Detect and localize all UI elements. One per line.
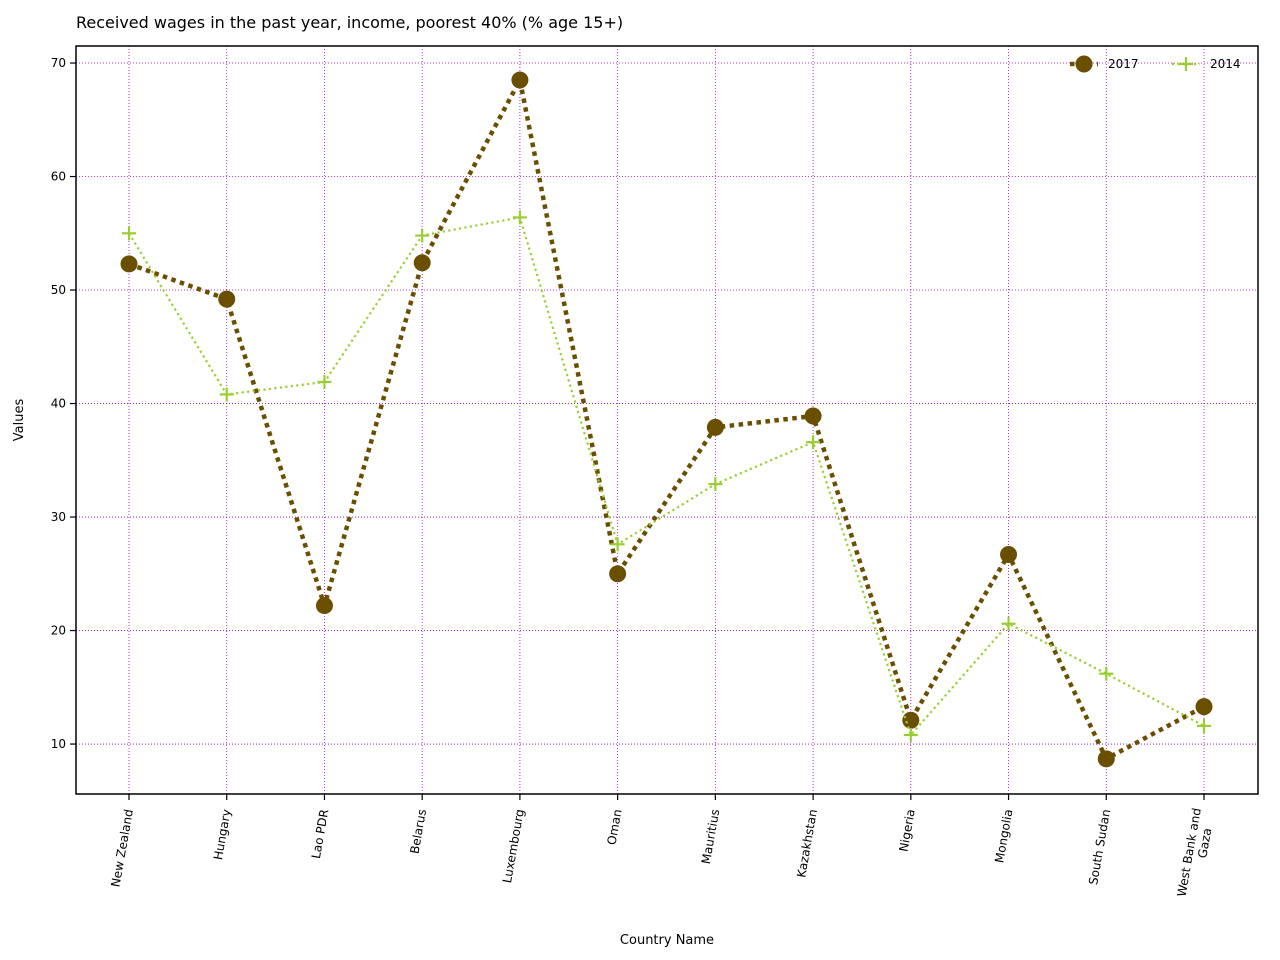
data-point-2014	[708, 477, 723, 492]
x-axis: New Zealand Hungary Lao PDR Belarus Luxembou…	[108, 794, 1217, 900]
x-tick-label: Mongolia	[992, 808, 1015, 864]
series-line-2014	[128, 216, 1205, 738]
y-axis-label: Values	[12, 399, 27, 442]
legend-marker-2017	[1075, 55, 1093, 73]
data-point-2014	[122, 226, 136, 241]
data-point-2017	[902, 711, 920, 729]
x-tick-label: Lao PDR	[309, 808, 331, 860]
x-tick-label: South Sudan	[1086, 808, 1113, 886]
y-tick-label: 40	[51, 397, 66, 411]
data-point-2017	[413, 254, 431, 272]
data-point-2017	[218, 290, 236, 308]
legend-marker-2014	[1179, 57, 1193, 71]
data-point-2014	[610, 537, 625, 552]
x-tick-label: New Zealand	[108, 808, 135, 888]
data-point-2017	[804, 407, 822, 425]
data-point-2017	[706, 418, 724, 436]
y-axis: 10 20 30 40 50 60 70	[51, 56, 76, 751]
data-point-2017	[120, 255, 138, 273]
legend-label-2017: 2017	[1108, 57, 1139, 71]
series-line-2017	[128, 73, 1206, 762]
legend: 2017 2014	[1070, 55, 1241, 73]
y-tick-label: 50	[51, 283, 66, 297]
plot-frame	[75, 45, 1259, 795]
x-tick-label: Luxembourg	[500, 808, 527, 884]
data-point-2014	[512, 210, 527, 225]
data-point-2017	[609, 565, 627, 583]
x-tick-label: Mauritius	[699, 808, 722, 865]
x-axis-label: Country Name	[620, 933, 714, 948]
data-point-2014	[219, 387, 234, 402]
x-tick-label: Hungary	[211, 808, 234, 861]
data-point-2014	[806, 435, 821, 450]
data-point-2017	[1097, 750, 1115, 768]
data-point-2017	[1195, 698, 1213, 716]
y-tick-label: 60	[51, 170, 66, 184]
x-tick-label: Nigeria	[897, 808, 918, 853]
data-point-2014	[903, 727, 918, 742]
x-tick-label: Oman	[605, 808, 625, 846]
data-point-2014	[1197, 718, 1211, 733]
y-tick-label: 70	[51, 56, 66, 70]
grid-lines	[76, 46, 1258, 794]
data-point-2014	[1001, 616, 1016, 631]
y-tick-label: 10	[51, 737, 66, 751]
x-tick-label: Belarus	[408, 808, 430, 855]
x-tick-label: West Bank andGaza	[1174, 807, 1217, 900]
data-point-2014	[415, 228, 430, 243]
data-point-2017	[511, 71, 529, 89]
y-tick-label: 30	[51, 510, 66, 524]
y-tick-label: 20	[51, 624, 66, 638]
data-point-2014	[317, 374, 332, 389]
series-layer	[120, 71, 1213, 768]
data-point-2017	[315, 597, 333, 615]
data-point-2017	[1000, 546, 1018, 564]
chart-title: Received wages in the past year, income,…	[76, 13, 623, 32]
legend-label-2014: 2014	[1210, 57, 1241, 71]
data-point-2014	[1099, 666, 1114, 681]
x-tick-label: Kazakhstan	[794, 808, 820, 879]
